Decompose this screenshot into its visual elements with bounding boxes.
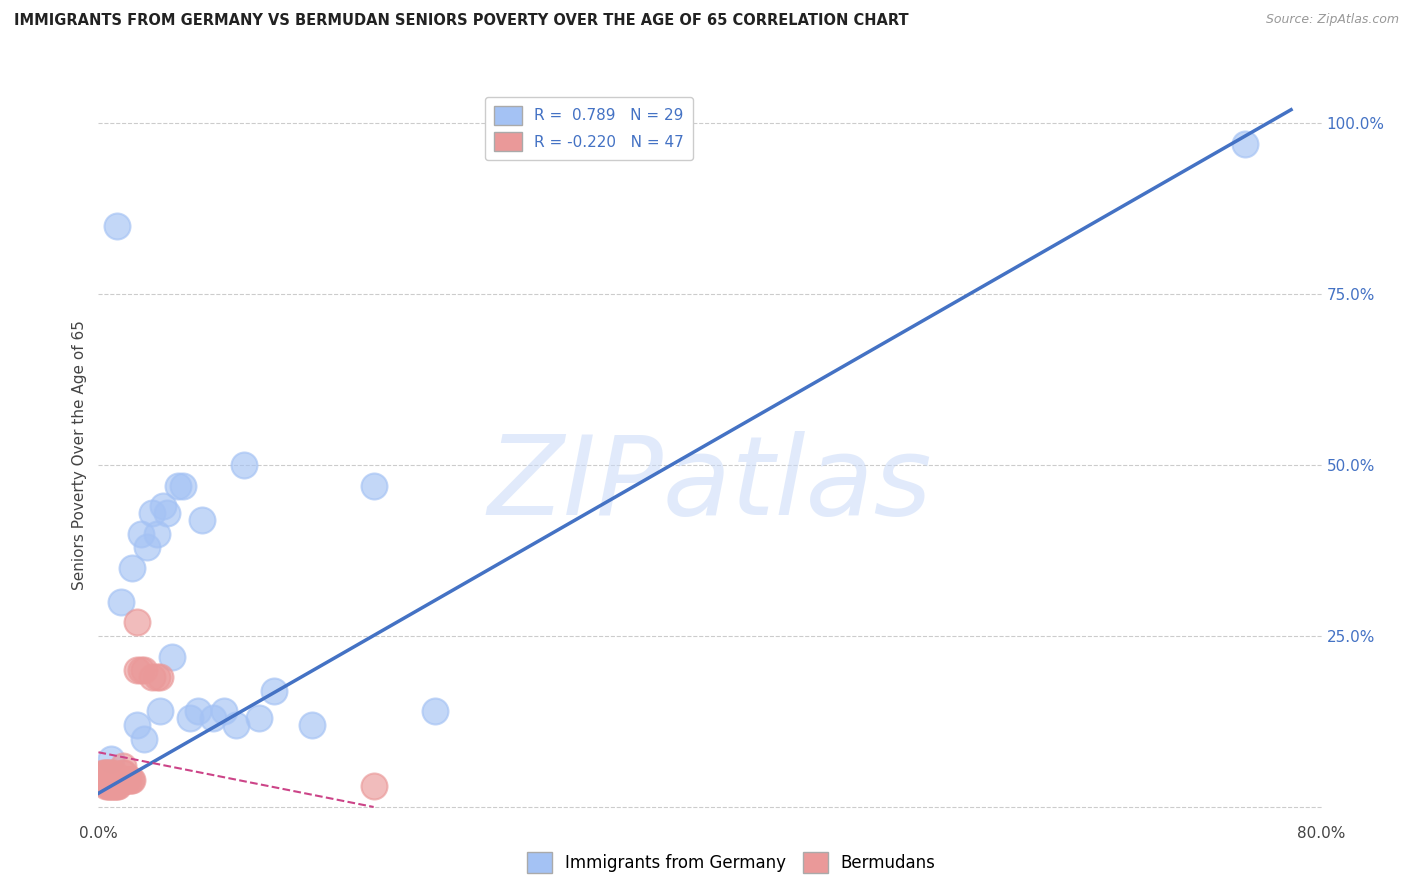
Point [134, 731, 156, 746]
Point [156, 506, 179, 520]
Point [125, 615, 148, 630]
Legend: R =  0.789   N = 29, R = -0.220   N = 47: R = 0.789 N = 29, R = -0.220 N = 47 [485, 97, 693, 160]
Point [423, 704, 446, 718]
Point [263, 683, 285, 698]
Point [225, 718, 247, 732]
Text: ZIPatlas: ZIPatlas [488, 431, 932, 538]
Point [247, 711, 270, 725]
Point [94, 780, 117, 794]
Point [145, 670, 167, 684]
Point [172, 478, 194, 492]
Point [105, 780, 128, 794]
Point [202, 711, 225, 725]
Point [98, 780, 121, 794]
Point [120, 772, 142, 787]
Point [108, 772, 131, 787]
Point [1234, 136, 1257, 151]
Point [129, 663, 152, 677]
Point [91, 772, 114, 787]
Point [98, 772, 121, 787]
Point [121, 772, 143, 787]
Point [160, 649, 183, 664]
Point [107, 780, 129, 794]
Text: Source: ZipAtlas.com: Source: ZipAtlas.com [1265, 13, 1399, 27]
Point [104, 772, 127, 787]
Point [363, 780, 385, 794]
Point [112, 765, 135, 780]
Point [105, 219, 128, 233]
Point [152, 499, 174, 513]
Point [101, 772, 124, 787]
Point [117, 772, 139, 787]
Point [110, 772, 132, 787]
Point [100, 765, 122, 780]
Point [90, 772, 112, 787]
Point [167, 478, 190, 492]
Point [136, 540, 159, 554]
Point [103, 765, 125, 780]
Point [145, 526, 167, 541]
Point [101, 780, 124, 794]
Text: IMMIGRANTS FROM GERMANY VS BERMUDAN SENIORS POVERTY OVER THE AGE OF 65 CORRELATI: IMMIGRANTS FROM GERMANY VS BERMUDAN SENI… [14, 13, 908, 29]
Point [232, 458, 254, 472]
Point [105, 772, 128, 787]
Legend: Immigrants from Germany, Bermudans: Immigrants from Germany, Bermudans [520, 846, 942, 880]
Point [93, 772, 115, 787]
Y-axis label: Seniors Poverty Over the Age of 65: Seniors Poverty Over the Age of 65 [72, 320, 87, 590]
Point [94, 765, 117, 780]
Point [125, 663, 148, 677]
Point [100, 780, 122, 794]
Point [107, 772, 129, 787]
Point [94, 772, 117, 787]
Point [97, 765, 120, 780]
Point [141, 670, 163, 684]
Point [112, 772, 135, 787]
Point [98, 765, 121, 780]
Point [110, 595, 132, 609]
Point [97, 772, 120, 787]
Point [187, 704, 209, 718]
Point [100, 772, 122, 787]
Point [115, 772, 138, 787]
Point [111, 759, 134, 773]
Point [191, 513, 214, 527]
Point [103, 772, 125, 787]
Point [212, 704, 235, 718]
Point [93, 765, 115, 780]
Point [125, 718, 148, 732]
Point [111, 765, 134, 780]
Point [301, 718, 323, 732]
Point [121, 560, 143, 574]
Point [104, 780, 127, 794]
Point [118, 772, 141, 787]
Point [179, 711, 201, 725]
Point [149, 704, 172, 718]
Point [134, 663, 156, 677]
Point [363, 478, 385, 492]
Point [149, 670, 172, 684]
Point [97, 780, 120, 794]
Point [141, 506, 163, 520]
Point [103, 780, 125, 794]
Point [91, 765, 114, 780]
Point [129, 526, 152, 541]
Point [100, 752, 122, 766]
